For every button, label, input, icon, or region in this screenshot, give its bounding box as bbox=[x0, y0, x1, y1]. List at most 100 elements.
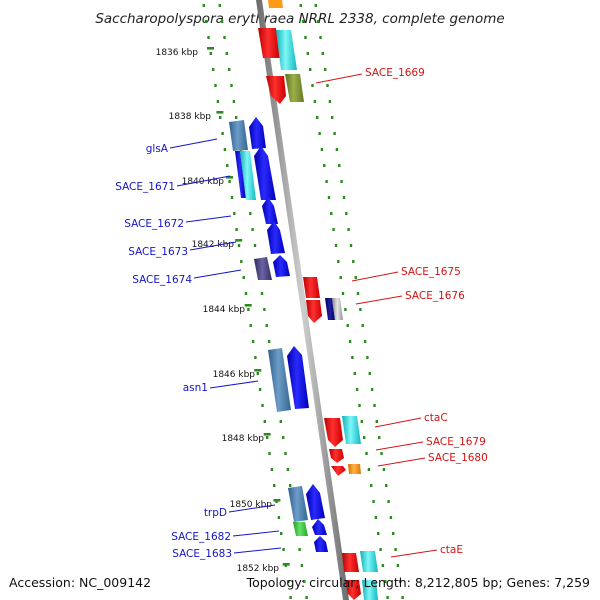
gene-block bbox=[268, 348, 291, 412]
track-dot bbox=[261, 404, 264, 407]
track-dot bbox=[333, 132, 336, 135]
track-dot bbox=[249, 324, 252, 327]
track-dot bbox=[351, 356, 354, 359]
track-dot bbox=[251, 340, 255, 343]
track-dot bbox=[314, 4, 317, 7]
gene-label-sace-1676[interactable]: SACE_1676 bbox=[405, 290, 465, 302]
track-dot bbox=[228, 68, 231, 71]
scale-tick bbox=[207, 47, 214, 50]
gene-label-sace-1675[interactable]: SACE_1675 bbox=[401, 266, 461, 278]
gene-label-glsA[interactable]: glsA bbox=[146, 143, 169, 155]
track-dot bbox=[330, 212, 333, 215]
gene-label-ctaC[interactable]: ctaC bbox=[424, 412, 448, 424]
track-dot bbox=[230, 84, 233, 87]
track-dot bbox=[240, 260, 243, 263]
track-dot bbox=[386, 596, 389, 599]
scale-tick bbox=[216, 111, 224, 114]
track-dot bbox=[382, 468, 386, 471]
track-dot bbox=[320, 148, 324, 151]
track-dot bbox=[258, 388, 262, 391]
scale-labels: 1836 kbp 1838 kbp 1840 kbp 1842 kbp 1844… bbox=[156, 48, 280, 574]
track-dot bbox=[304, 36, 307, 39]
gene-block bbox=[240, 151, 256, 200]
gene-arrow bbox=[314, 536, 328, 552]
gene-arrow bbox=[266, 76, 286, 104]
gene-label-sace-1679[interactable]: SACE_1679 bbox=[426, 436, 486, 448]
track-dot bbox=[216, 100, 220, 103]
gene-block bbox=[276, 30, 297, 70]
gene-block bbox=[254, 257, 272, 280]
reverse-gene-labels: SACE_1669 SACE_1675 SACE_1676 ctaC SACE_… bbox=[365, 67, 488, 556]
gene-label-sace-1683[interactable]: SACE_1683 bbox=[172, 548, 232, 560]
track-dot bbox=[389, 516, 393, 519]
track-dot bbox=[358, 404, 361, 407]
gene-arrow bbox=[267, 221, 285, 254]
scale-tick bbox=[235, 239, 243, 242]
track-dot bbox=[311, 84, 314, 87]
gene-block bbox=[325, 298, 335, 320]
track-dot bbox=[321, 52, 324, 55]
track-dot bbox=[284, 452, 287, 455]
track-dot bbox=[377, 532, 380, 535]
gene-block bbox=[293, 522, 308, 536]
track-dot bbox=[267, 340, 271, 343]
track-dot bbox=[303, 580, 306, 583]
track-dot bbox=[327, 196, 331, 199]
track-dot bbox=[249, 212, 252, 215]
track-dot bbox=[354, 276, 357, 279]
track-dot bbox=[277, 516, 281, 519]
track-dot bbox=[349, 244, 353, 247]
track-dot bbox=[399, 580, 402, 583]
track-dot bbox=[253, 244, 257, 247]
gene-label-sace-1671[interactable]: SACE_1671 bbox=[115, 181, 175, 193]
gene-block bbox=[342, 553, 359, 572]
track-dot bbox=[326, 84, 329, 87]
track-dot bbox=[251, 228, 254, 231]
track-dot bbox=[279, 420, 282, 423]
track-dot bbox=[394, 548, 397, 551]
track-dot bbox=[247, 308, 250, 311]
track-dot bbox=[392, 532, 395, 535]
track-dot bbox=[212, 68, 215, 71]
gene-block bbox=[332, 298, 343, 320]
track-dot bbox=[228, 180, 231, 183]
scale-tick bbox=[282, 563, 290, 566]
scale-label: 1838 kbp bbox=[169, 112, 212, 122]
scale-label: 1844 kbp bbox=[203, 305, 246, 315]
track-dot bbox=[256, 372, 259, 375]
track-dot bbox=[218, 4, 221, 7]
track-dot bbox=[378, 436, 381, 439]
gene-arrow bbox=[331, 466, 346, 476]
gene-block bbox=[360, 551, 378, 572]
gene-block bbox=[235, 151, 246, 198]
gene-label-sace-1669[interactable]: SACE_1669 bbox=[365, 67, 425, 79]
track-dot bbox=[324, 68, 327, 71]
track-dot bbox=[282, 436, 285, 439]
gene-label-trpD[interactable]: trpD bbox=[204, 507, 227, 519]
track-dot bbox=[339, 276, 342, 279]
track-dot bbox=[263, 420, 266, 423]
gene-block bbox=[288, 486, 308, 522]
track-dot bbox=[363, 436, 366, 439]
track-dot bbox=[372, 500, 375, 503]
gene-label-sace-1672[interactable]: SACE_1672 bbox=[124, 218, 184, 230]
track-dot bbox=[341, 292, 345, 295]
scale-label: 1852 kbp bbox=[237, 564, 280, 574]
track-dot bbox=[387, 500, 390, 503]
gene-label-ctaE[interactable]: ctaE bbox=[440, 544, 463, 556]
track-dot bbox=[401, 596, 404, 599]
gene-label-sace-1673[interactable]: SACE_1673 bbox=[128, 246, 188, 258]
gene-arrow bbox=[287, 346, 309, 409]
gene-label-sace-1682[interactable]: SACE_1682 bbox=[171, 531, 231, 543]
gene-label-sace-1680[interactable]: SACE_1680 bbox=[428, 452, 488, 464]
track-dot bbox=[353, 372, 356, 375]
track-dot bbox=[334, 244, 338, 247]
track-dot bbox=[273, 484, 276, 487]
scale-tick bbox=[254, 369, 262, 372]
track-dot bbox=[237, 244, 241, 247]
gene-label-sace-1674[interactable]: SACE_1674 bbox=[132, 274, 192, 286]
track-dot bbox=[300, 564, 304, 567]
track-dot bbox=[225, 52, 228, 55]
accession-text: Accession: NC_009142 bbox=[9, 575, 151, 590]
gene-label-asn1[interactable]: asn1 bbox=[183, 382, 208, 394]
